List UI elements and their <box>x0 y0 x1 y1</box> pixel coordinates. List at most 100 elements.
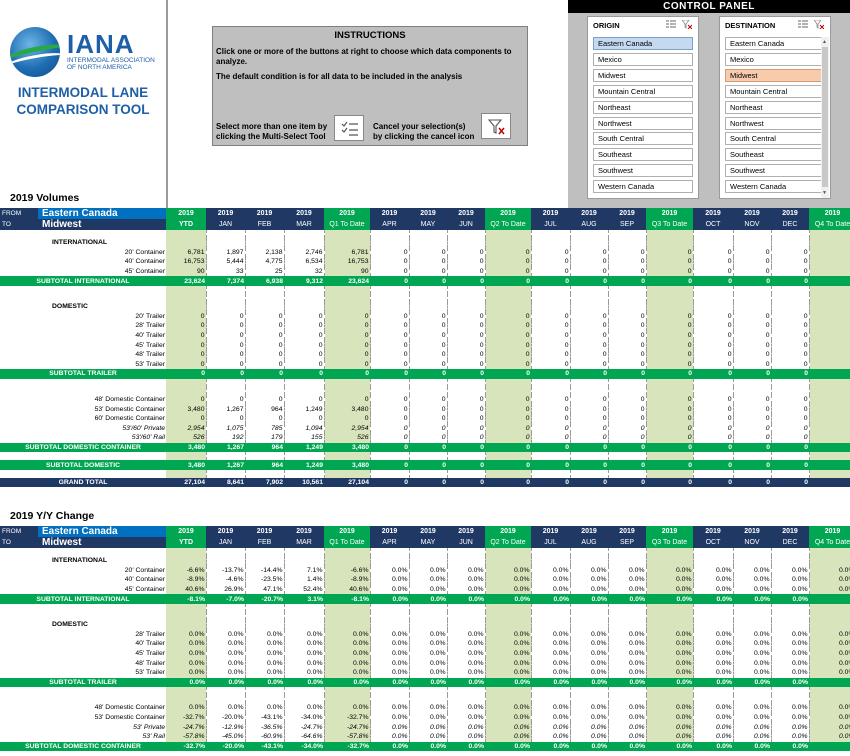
destination-option-southeast[interactable]: Southeast <box>725 148 825 162</box>
origin-option-south-central[interactable]: South Central <box>593 132 693 146</box>
origin-option-western-canada[interactable]: Western Canada <box>593 180 693 194</box>
blank-cell <box>570 293 609 302</box>
blank-cell <box>245 548 285 556</box>
destination-option-south-central[interactable]: South Central <box>725 132 825 146</box>
blank-cell <box>485 687 532 696</box>
blank-cell <box>166 230 207 238</box>
blank-cell <box>284 452 325 461</box>
clear-filter-icon[interactable] <box>481 113 511 139</box>
table-cell: 0 <box>245 311 285 322</box>
origin-option-southeast[interactable]: Southeast <box>593 148 693 162</box>
table-cell: 0.0% <box>608 667 647 678</box>
destination-multi-select-icon[interactable] <box>798 20 808 29</box>
table-cell: 0.0% <box>733 565 772 576</box>
table-cell: 0.0% <box>771 658 810 668</box>
table-cell: 0 <box>531 247 571 258</box>
origin-option-eastern-canada[interactable]: Eastern Canada <box>593 37 693 50</box>
blank-cell <box>370 611 410 620</box>
destination-clear-filter-icon[interactable] <box>814 20 824 29</box>
table-cell: 0 <box>166 340 207 350</box>
destination-option-eastern-canada[interactable]: Eastern Canada <box>725 37 825 50</box>
table-cell: 0.0% <box>733 584 772 595</box>
blank-cell <box>531 619 571 630</box>
blank-cell <box>693 603 734 612</box>
vol-year-header: 2019 <box>485 208 531 219</box>
destination-option-northwest[interactable]: Northwest <box>725 116 825 130</box>
table-cell: -43.1% <box>245 741 284 752</box>
destination-option-mountain-central[interactable]: Mountain Central <box>725 84 825 98</box>
table-cell: 40.6% <box>166 584 207 595</box>
table-cell: 0.0% <box>409 575 448 585</box>
blank-cell <box>531 230 571 238</box>
table-cell: 0 <box>646 404 694 414</box>
scroll-up-icon[interactable]: ▲ <box>822 39 827 45</box>
table-cell: 0.0% <box>447 575 486 585</box>
blank-cell <box>608 695 647 704</box>
table-cell: 6,534 <box>284 257 325 267</box>
blank-cell <box>447 611 486 620</box>
origin-clear-filter-icon[interactable] <box>682 20 692 29</box>
table-cell: 0.0% <box>447 731 486 742</box>
table-cell: 155 <box>284 433 325 443</box>
table-row: 45' Trailer 0.0% 0.0% 0.0% 0.0% 0.0% 0.0% 0.0% 0… <box>0 648 850 659</box>
table-cell: 23,624 <box>324 276 370 286</box>
origin-option-southwest[interactable]: Southwest <box>593 164 693 178</box>
origin-option-midwest[interactable]: Midwest <box>593 68 693 82</box>
origin-option-northwest[interactable]: Northwest <box>593 116 693 130</box>
blank-cell <box>409 603 448 612</box>
scroll-thumb[interactable] <box>822 47 828 187</box>
table-cell: 0 <box>646 394 694 405</box>
table-cell: 0.0% <box>324 639 371 649</box>
vol-row-label: SUBTOTAL TRAILER <box>0 369 166 379</box>
table-cell: 0 <box>570 321 609 331</box>
yoy-year-header: 2019 <box>284 526 324 537</box>
table-cell: 0 <box>370 394 410 405</box>
origin-option-mountain-central[interactable]: Mountain Central <box>593 84 693 98</box>
table-cell: 0.0% <box>809 639 850 649</box>
destination-scrollbar[interactable]: ▲ ▼ <box>821 37 829 198</box>
table-cell: 0.0% <box>646 722 694 732</box>
blank-cell <box>771 301 810 312</box>
origin-option-mexico[interactable]: Mexico <box>593 52 693 66</box>
table-cell: 0.0% <box>284 667 325 678</box>
vol-col-q1-to-date: Q1 To Date <box>324 219 370 230</box>
blank-cell <box>771 378 810 387</box>
table-cell: 0 <box>771 349 810 360</box>
table-cell: -20.0% <box>206 741 245 752</box>
blank-cell <box>646 469 694 478</box>
scroll-down-icon[interactable]: ▼ <box>822 190 827 196</box>
table-cell: -12.9% <box>206 722 246 732</box>
blank-cell <box>693 548 734 556</box>
table-cell: 90 <box>324 266 371 277</box>
destination-option-western-canada[interactable]: Western Canada <box>725 180 825 194</box>
table-cell: 8,641 <box>206 477 245 488</box>
yoy-year-header: 2019 <box>324 526 370 537</box>
table-cell: 0.0% <box>245 667 285 678</box>
origin-multi-select-icon[interactable] <box>666 20 676 29</box>
destination-option-southwest[interactable]: Southwest <box>725 164 825 178</box>
table-cell: 0.0% <box>771 741 809 752</box>
blank-cell <box>771 285 810 294</box>
destination-option-mexico[interactable]: Mexico <box>725 52 825 66</box>
yoy-row-label: SUBTOTAL INTERNATIONAL <box>0 594 166 604</box>
table-row: 60' Domestic Container00000000000000000 <box>0 413 850 424</box>
blank-cell <box>324 603 371 612</box>
vol-year-header: 2019 <box>370 208 409 219</box>
blank-cell <box>370 687 410 696</box>
table-cell: 0.0% <box>771 584 810 595</box>
table-cell: 0.0% <box>693 584 734 595</box>
table-cell: 0.0% <box>531 731 571 742</box>
blank-cell <box>570 238 609 248</box>
table-cell: 2,746 <box>284 247 325 258</box>
table-cell: 0.0% <box>206 667 246 678</box>
destination-option-northeast[interactable]: Northeast <box>725 100 825 114</box>
blank-cell <box>771 230 810 238</box>
multi-select-icon[interactable] <box>334 115 364 141</box>
table-cell: 0.0% <box>733 667 772 678</box>
origin-option-northeast[interactable]: Northeast <box>593 100 693 114</box>
destination-option-midwest[interactable]: Midwest <box>725 68 825 82</box>
vol-row-label: 45' Container <box>124 268 165 276</box>
table-cell: 0.0% <box>809 722 850 732</box>
table-cell: 0.0% <box>409 639 448 649</box>
blank-cell <box>245 378 285 387</box>
